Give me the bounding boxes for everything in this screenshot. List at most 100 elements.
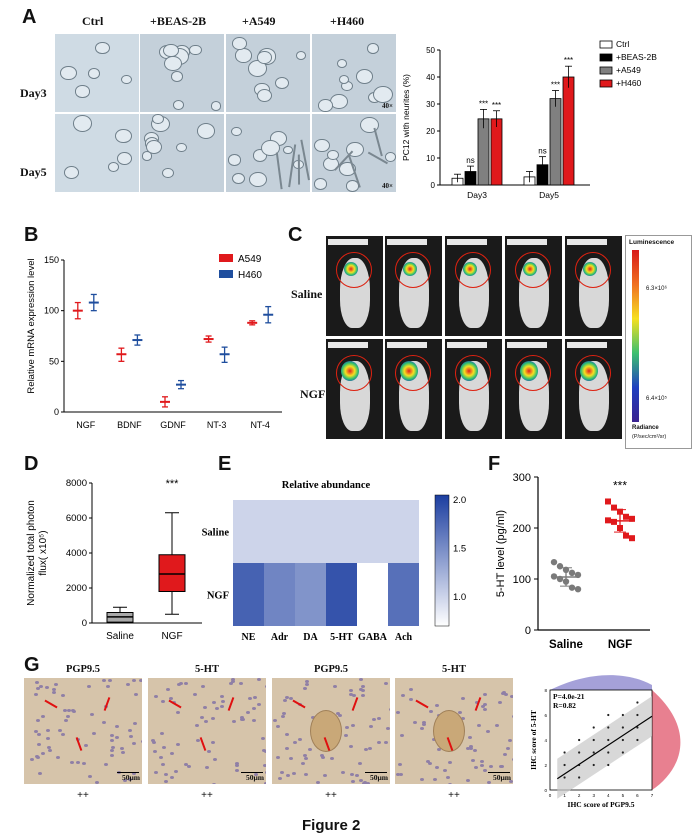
heatmap-cell <box>264 500 295 563</box>
micrograph-image: 40× <box>312 114 396 192</box>
nucleus-shape <box>47 745 52 749</box>
nucleus-shape <box>161 745 166 749</box>
cell-shape <box>75 85 90 98</box>
cell-shape <box>175 142 187 153</box>
data-point <box>607 726 610 729</box>
nucleus-shape <box>158 756 163 760</box>
cell-shape <box>232 37 247 50</box>
data-point <box>636 726 639 729</box>
cell-shape <box>63 165 79 179</box>
nucleus-shape <box>163 779 168 783</box>
nucleus-shape <box>138 678 142 682</box>
nucleus-shape <box>350 779 355 783</box>
scalebar-label: 50μm <box>493 773 511 782</box>
data-point <box>605 498 611 505</box>
colorbar-unit: Radiance <box>632 425 659 431</box>
nucleus-shape <box>195 723 200 727</box>
nucleus-shape <box>176 743 181 747</box>
signal-spot <box>403 262 417 276</box>
legend-swatch <box>599 40 613 49</box>
micrograph-image <box>55 34 139 112</box>
micrograph-image <box>226 114 310 192</box>
data-point <box>636 738 639 742</box>
nucleus-shape <box>132 722 137 726</box>
y-tick-label: 6000 <box>66 513 87 524</box>
cell-shape <box>87 68 101 80</box>
nucleus-shape <box>443 769 448 773</box>
nucleus-shape <box>234 764 239 768</box>
nucleus-shape <box>275 724 280 728</box>
cell-shape <box>210 101 222 111</box>
nucleus-shape <box>409 697 414 701</box>
signal-spot <box>520 361 538 381</box>
legend-label: H460 <box>238 270 262 281</box>
data-point <box>568 584 576 591</box>
cell-shape <box>189 44 202 56</box>
nucleus-shape <box>110 739 115 743</box>
nucleus-shape <box>168 696 173 700</box>
nucleus-shape <box>246 710 251 714</box>
scalebar-label: 50μm <box>246 773 264 782</box>
scalebar-line <box>365 771 387 773</box>
cell-shape <box>257 51 272 64</box>
nucleus-shape <box>160 699 165 703</box>
chart-b: 0 50 100 150 Relative mRNA expression level N… <box>26 254 282 430</box>
nucleus-shape <box>470 759 475 763</box>
data-point <box>550 558 558 566</box>
neurite-shape <box>301 140 310 181</box>
x-tick-label: Day5 <box>539 190 559 200</box>
mouse-image <box>505 236 562 336</box>
y-tick-label: 50 <box>426 46 435 55</box>
y-tick-label: 200 <box>513 523 531 535</box>
nucleus-shape <box>446 776 451 780</box>
nucleus-shape <box>262 763 266 767</box>
cell-shape <box>247 60 268 78</box>
significance-label: *** <box>551 81 560 90</box>
data-point <box>578 776 581 779</box>
nucleus-shape <box>275 756 280 760</box>
nucleus-shape <box>263 749 266 753</box>
x-tick-label: NGF <box>608 639 632 651</box>
nucleus-shape <box>234 769 239 773</box>
cell-shape <box>228 154 242 166</box>
cell-shape <box>72 115 92 132</box>
data-point <box>621 751 624 754</box>
nucleus-shape <box>219 695 224 699</box>
legend-label: +H460 <box>616 78 642 88</box>
panel-label-d: D <box>24 453 39 475</box>
signal-spot <box>460 361 478 381</box>
nucleus-shape <box>253 696 258 700</box>
nucleus-shape <box>329 756 334 760</box>
nucleus-shape <box>39 684 44 688</box>
nucleus-shape <box>87 684 92 688</box>
nucleus-shape <box>41 715 46 719</box>
nucleus-shape <box>211 783 216 784</box>
heatmap-cell <box>388 563 419 626</box>
nucleus-shape <box>350 772 355 776</box>
nucleus-shape <box>360 684 365 688</box>
heatmap-colorbar <box>434 494 450 627</box>
x-tick-label: Day3 <box>467 190 487 200</box>
micrograph-image <box>140 34 224 112</box>
signal-spot <box>463 262 477 276</box>
cell-shape <box>330 93 348 109</box>
x-tick-label: NGF <box>76 420 96 430</box>
nucleus-shape <box>201 684 206 688</box>
nucleus-shape <box>482 693 487 697</box>
heatmap-col-label: NE <box>242 632 256 643</box>
nucleus-shape <box>151 741 156 745</box>
nucleus-shape <box>75 761 80 765</box>
nucleus-shape <box>500 764 505 768</box>
legend-swatch <box>599 66 613 75</box>
cell-shape <box>366 42 380 54</box>
x-tick-label: 2 <box>578 793 581 798</box>
significance-label: *** <box>492 101 501 110</box>
nucleus-shape <box>67 708 72 712</box>
nucleus-shape <box>35 687 40 691</box>
nucleus-shape <box>288 756 293 760</box>
nucleus-shape <box>51 687 56 691</box>
y-tick-label: 100 <box>44 306 59 316</box>
mouse-image <box>326 236 383 336</box>
x-tick-label: 3 <box>592 793 595 798</box>
chart-f: 0 100 200 300 5-HT level (pg/ml) Saline NGF *** <box>495 472 650 651</box>
